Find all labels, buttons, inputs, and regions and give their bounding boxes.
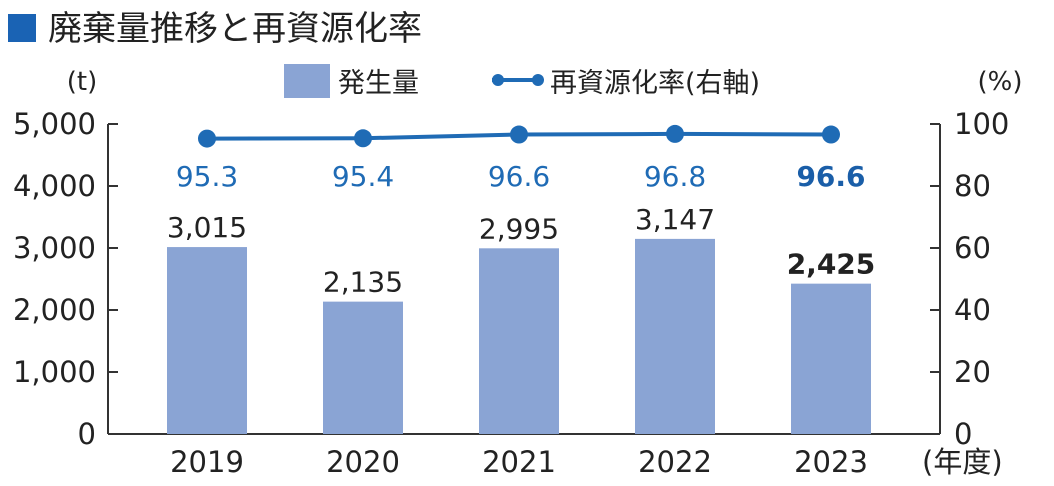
bar-value-label: 3,015 xyxy=(167,211,247,244)
bar-2020 xyxy=(323,301,403,434)
x-axis-unit: (年度) xyxy=(922,445,1003,479)
right-tick-label: 20 xyxy=(954,355,991,389)
right-tick-label: 100 xyxy=(954,107,1009,141)
left-tick-label: 1,000 xyxy=(13,355,96,389)
legend-bar-swatch xyxy=(284,64,330,98)
rate-value-label: 96.6 xyxy=(796,160,865,193)
right-tick-label: 80 xyxy=(954,169,991,203)
rate-value-label: 96.8 xyxy=(644,160,706,193)
right-axis-unit: (%) xyxy=(978,67,1023,97)
left-tick-label: 5,000 xyxy=(13,107,96,141)
x-axis-ticks: 2019 2020 2021 2022 2023 xyxy=(170,445,868,479)
left-axis-unit: (t) xyxy=(67,67,97,97)
rate-line xyxy=(198,124,840,148)
legend-line-label: 再資源化率(右軸) xyxy=(550,68,760,99)
bar-2023 xyxy=(791,283,871,434)
bar-2019 xyxy=(167,247,247,434)
rate-point-2019 xyxy=(198,129,216,148)
bars xyxy=(167,238,871,434)
bar-value-label: 2,425 xyxy=(787,248,876,281)
rate-value-label: 95.4 xyxy=(332,160,394,193)
x-tick-label: 2019 xyxy=(170,445,244,479)
bar-2022 xyxy=(635,238,715,434)
rate-point-2021 xyxy=(510,125,528,144)
left-tick-label: 2,000 xyxy=(13,293,96,327)
right-tick-label: 40 xyxy=(954,293,991,327)
right-tick-label: 60 xyxy=(954,231,991,265)
right-axis-ticks: 0 20 40 60 80 100 xyxy=(930,107,1009,451)
rate-point-2022 xyxy=(666,124,684,143)
data-labels: 3,015 2,135 2,995 3,147 2,425 95.3 95.4 96.6 96.… xyxy=(167,160,875,299)
chart-title: 廃棄量推移と再資源化率 xyxy=(48,9,422,49)
left-tick-label: 4,000 xyxy=(13,169,96,203)
legend: 発生量 再資源化率(右軸) xyxy=(284,64,760,99)
x-tick-label: 2022 xyxy=(638,445,712,479)
bar-value-label: 3,147 xyxy=(635,203,715,236)
rate-point-2020 xyxy=(354,129,372,148)
left-axis-ticks: 0 1,000 2,000 3,000 4,000 5,000 xyxy=(13,107,118,451)
right-tick-label: 0 xyxy=(954,417,972,451)
bar-value-label: 2,995 xyxy=(479,212,559,245)
left-tick-label: 0 xyxy=(78,417,96,451)
bar-2021 xyxy=(479,248,559,434)
x-tick-label: 2020 xyxy=(326,445,400,479)
rate-value-label: 96.6 xyxy=(488,160,550,193)
title-marker-icon xyxy=(8,14,36,42)
legend-line-marker xyxy=(532,74,544,86)
legend-line-marker xyxy=(492,74,504,86)
bar-value-label: 2,135 xyxy=(323,266,403,299)
rate-point-2023 xyxy=(822,125,840,144)
rate-value-label: 95.3 xyxy=(176,160,238,193)
legend-bar-label: 発生量 xyxy=(338,68,419,99)
x-tick-label: 2023 xyxy=(794,445,868,479)
x-tick-label: 2021 xyxy=(482,445,556,479)
left-tick-label: 3,000 xyxy=(13,231,96,265)
